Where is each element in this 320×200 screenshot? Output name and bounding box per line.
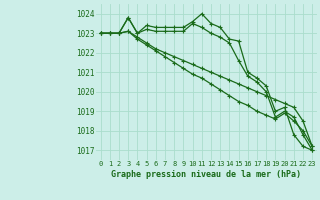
X-axis label: Graphe pression niveau de la mer (hPa): Graphe pression niveau de la mer (hPa)	[111, 170, 301, 179]
